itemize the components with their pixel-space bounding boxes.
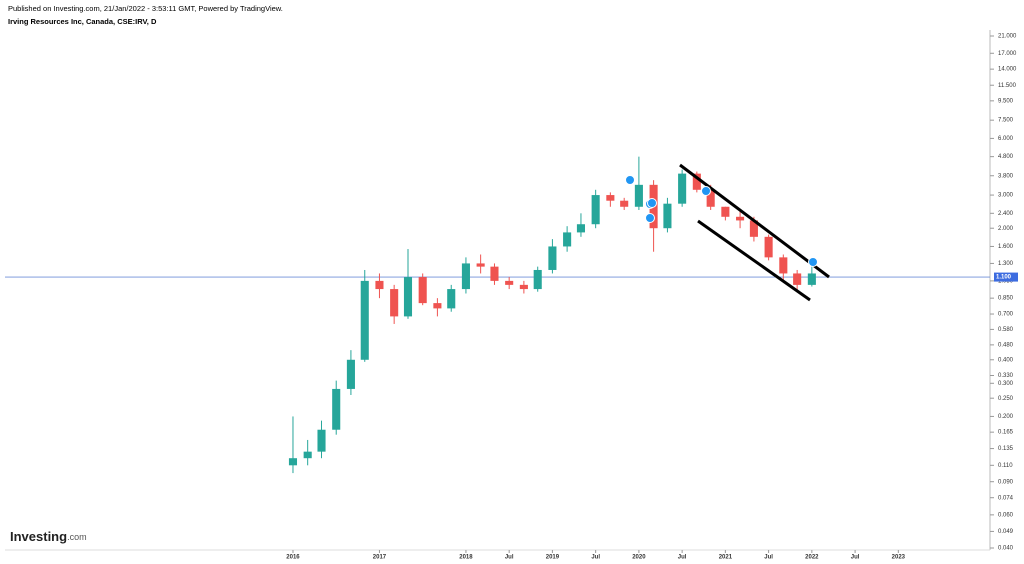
candle-body [591,195,600,225]
y-tick-label: 0.135 [998,446,1014,452]
y-tick-label: 1.600 [998,244,1014,250]
y-tick-label: 21.000 [998,34,1017,40]
y-tick-label: 3.000 [998,193,1014,199]
candle-body [807,273,816,285]
candle-body [476,263,485,267]
x-tick-label: 2021 [719,555,733,561]
x-tick-label: 2023 [892,555,906,561]
y-tick-label: 0.165 [998,430,1014,436]
event-marker [808,257,818,267]
logo-suffix: .com [67,532,87,542]
y-tick-label: 17.000 [998,51,1017,57]
candle-body [779,257,788,274]
candle-body [706,189,715,207]
y-tick-label: 0.300 [998,381,1014,387]
candle-body [332,388,341,430]
y-tick-label: 0.250 [998,396,1014,402]
y-tick-label: 0.480 [998,342,1014,348]
channel-upper [679,163,830,279]
candle-body [736,216,745,221]
x-tick-label: Jul [505,555,514,561]
x-tick-label: 2016 [286,555,300,561]
y-tick-label: 0.090 [998,479,1014,485]
event-marker [645,213,655,223]
candle-body [505,280,514,285]
candle-body [403,277,413,317]
y-tick-label: 0.850 [998,296,1014,302]
x-tick-label: Jul [764,555,773,561]
y-tick-label: 3.800 [998,173,1014,179]
y-tick-label: 4.800 [998,154,1014,160]
candle-body [749,220,758,237]
candle-body [692,173,701,190]
x-tick-label: 2018 [459,555,473,561]
y-tick-label: 9.500 [998,98,1014,104]
candle-body [533,269,542,290]
x-tick-label: 2022 [805,555,819,561]
candle-body [663,203,672,229]
candle-body [346,359,355,389]
candle-body [634,184,643,207]
candle-body [317,429,326,452]
y-tick-label: 14.000 [998,67,1017,73]
candle-body [793,273,802,285]
candle-body [447,289,456,309]
candle-body [548,246,557,270]
candle-body [288,458,298,466]
channel-lower [697,219,811,302]
y-tick-label: 2.400 [998,211,1014,217]
y-tick-label: 0.200 [998,414,1014,420]
candle-body [721,206,730,217]
candle-body [360,280,369,360]
candle-body [375,280,384,290]
published-note: Published on Investing.com, 21/Jan/2022 … [8,4,283,13]
candle-body [390,289,399,317]
logo: Investing.com [10,529,87,544]
x-tick-label: Jul [678,555,687,561]
x-tick-label: 2017 [373,555,387,561]
y-tick-label: 2.000 [998,226,1014,232]
event-markers [625,175,818,267]
candle-body [418,277,427,304]
y-tick-label: 11.500 [998,83,1017,89]
y-tick-label: 0.049 [998,529,1014,535]
candle-body [764,236,773,258]
y-tick-label: 1.300 [998,261,1014,267]
y-tick-label: 0.580 [998,327,1014,333]
symbol-title: Irving Resources Inc, Canada, CSE:IRV, D [8,17,157,26]
event-marker [625,175,635,185]
candle-body [678,173,687,204]
y-tick-label: 6.000 [998,136,1014,142]
y-tick-label: 0.110 [998,463,1013,469]
candle-body [620,200,629,207]
y-tick-label: 0.400 [998,357,1014,363]
candle-body [519,284,528,290]
candle-body [490,266,499,281]
y-tick-label: 0.074 [998,495,1014,501]
y-tick-label: 0.060 [998,512,1014,518]
candle-body [303,451,312,459]
candle-body [433,303,442,309]
y-tick-label: 0.330 [998,373,1014,379]
y-tick-label: 7.500 [998,118,1014,124]
x-tick-label: 2019 [546,555,560,561]
plot: 21.000 17.000 14.000 11.500 9.500 7.500 6.000 4… [5,34,1018,561]
last-price-tag [994,272,1018,282]
event-marker [647,198,657,208]
y-tick-label: 0.700 [998,312,1014,318]
logo-text: Investing [10,529,67,544]
last-price-label: 1.100 [996,275,1012,281]
candle-body [576,224,585,233]
candle-body [606,195,615,201]
candle-body [563,232,572,247]
x-tick-label: Jul [591,555,600,561]
x-tick-label: 2020 [632,555,646,561]
event-marker [701,186,711,196]
y-tick-label: 0.040 [998,546,1014,552]
x-tick-label: Jul [851,555,860,561]
candle-body [461,263,470,290]
